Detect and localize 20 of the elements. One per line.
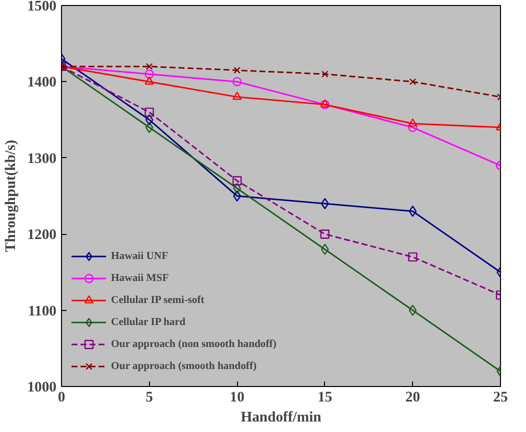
y-tick-label: 1100 — [28, 303, 57, 320]
y-tick-label: 1000 — [27, 380, 56, 396]
legend-label: Our approach (non smooth handoff) — [111, 338, 276, 351]
y-tick-label: 1500 — [27, 0, 56, 14]
x-tick-label: 10 — [230, 390, 244, 406]
legend-label: Hawaii MSF — [111, 272, 169, 285]
x-axis-title: Handoff/min — [240, 410, 322, 426]
legend-label: Our approach (smooth handoff) — [111, 360, 257, 373]
x-tick-label: 20 — [405, 390, 420, 406]
y-tick-label: 1200 — [27, 227, 56, 244]
x-tick-label: 0 — [58, 390, 66, 406]
y-axis-title: Throughput(kb/s) — [3, 140, 20, 252]
x-tick-label: 5 — [146, 390, 153, 406]
legend-label: Cellular IP hard — [111, 316, 186, 329]
x-tick-label: 15 — [318, 390, 332, 406]
y-tick-label: 1300 — [27, 150, 56, 167]
x-tick-label: 25 — [493, 390, 508, 406]
y-tick-label: 1400 — [27, 74, 56, 91]
legend-label: Cellular IP semi-soft — [111, 294, 204, 307]
legend-label: Hawaii UNF — [111, 250, 168, 263]
